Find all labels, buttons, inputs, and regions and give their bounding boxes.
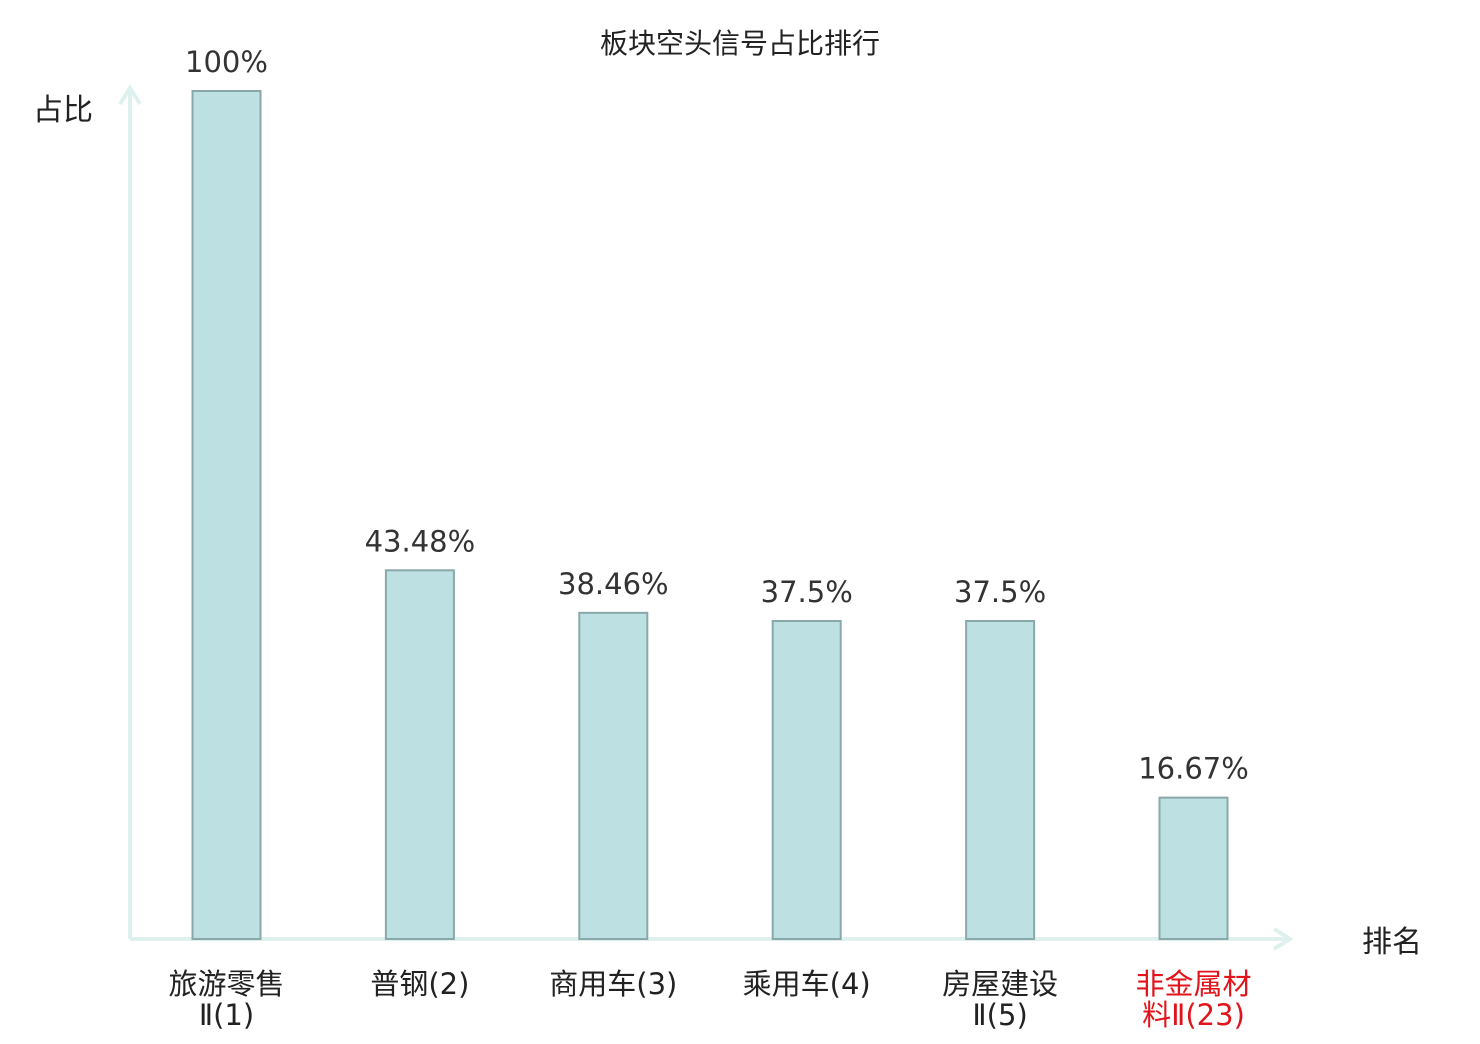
y-axis-label: 占比 xyxy=(33,93,93,128)
bar-value-label: 38.46% xyxy=(558,567,669,601)
x-axis-label: 排名 xyxy=(1362,925,1422,960)
value-labels-group: 100% 43.48% 38.46% 37.5% 37.5% 16.67% xyxy=(185,45,1249,786)
y-axis-arrowhead xyxy=(118,84,142,106)
bar-value-label: 43.48% xyxy=(365,524,476,558)
bar xyxy=(384,569,455,940)
x-tick-label: 商用车(3) xyxy=(549,967,677,1001)
bars-group xyxy=(191,90,1229,941)
x-tick-label: 乘用车(4) xyxy=(743,967,871,1001)
axes xyxy=(118,84,1294,951)
bar-value-label: 100% xyxy=(185,45,268,79)
x-tick-label: 料Ⅱ(23) xyxy=(1142,998,1245,1032)
x-tick-label: 房屋建设 xyxy=(942,967,1058,1001)
bar xyxy=(191,90,262,940)
bar xyxy=(578,611,649,940)
bar-value-label: 37.5% xyxy=(761,575,853,609)
x-tick-label: 普钢(2) xyxy=(370,967,469,1001)
x-tick-label: Ⅱ(5) xyxy=(972,998,1027,1032)
chart-title: 板块空头信号占比排行 xyxy=(600,27,880,60)
x-tick-label: 非金属材 xyxy=(1135,967,1251,1001)
bar xyxy=(771,620,842,940)
x-tick-label: Ⅱ(1) xyxy=(199,998,254,1032)
x-axis-arrowhead xyxy=(1272,927,1294,951)
bar xyxy=(1158,796,1229,941)
bar-value-label: 16.67% xyxy=(1138,752,1249,786)
bar xyxy=(965,620,1036,940)
x-tick-label: 旅游零售 xyxy=(168,967,284,1001)
bar-value-label: 37.5% xyxy=(954,575,1046,609)
